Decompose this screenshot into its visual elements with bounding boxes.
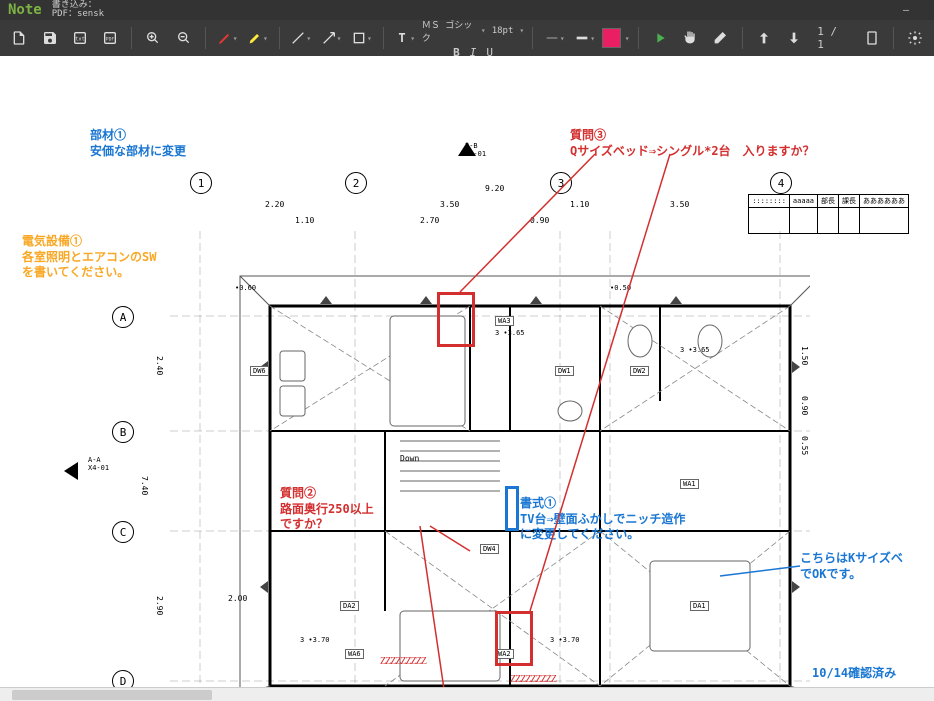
label-dw2: DW2 — [630, 366, 649, 376]
dim-seg-2: 3.50 — [440, 200, 459, 209]
save-button[interactable] — [36, 24, 62, 52]
zoom-in-button[interactable] — [140, 24, 166, 52]
eraser-button[interactable] — [707, 24, 733, 52]
label-365b: 3 •3.65 — [680, 346, 710, 354]
separator — [893, 27, 894, 49]
toolbar: txt PDF ▾ ▾ ▾ ▾ ▾ T▾ ＭＳ ゴシック▾ 18pt▾ B I … — [0, 20, 934, 56]
color-swatch[interactable] — [602, 28, 621, 48]
stamp-h5: ああああああ — [860, 195, 909, 208]
dim-sub-2: 2.70 — [420, 216, 439, 225]
page-indicator: 1 / 1 — [811, 25, 854, 51]
app-logo: Note — [8, 2, 42, 18]
axis-row-b: B — [112, 421, 134, 443]
anno-q3: 質問③ Qサイズベッド⇒シングル*2台 入りますか？ — [570, 128, 815, 159]
svg-text:txt: txt — [75, 37, 85, 43]
pen-red-button[interactable]: ▾ — [214, 24, 240, 52]
dim-total: 9.20 — [485, 184, 504, 193]
anno-denki: 電気設備① 各室照明とエアコンのSW を書いてください。 — [22, 234, 156, 281]
dim-left-b: 7.40 — [140, 476, 149, 495]
file-info: 書き込み： PDF：sensk — [52, 1, 886, 19]
stroke-thin-button[interactable]: ▾ — [541, 24, 567, 52]
minimize-button[interactable]: — — [886, 5, 926, 16]
label-da1: DA1 — [690, 601, 709, 611]
scribble-2: ZZZZZZZZZ — [510, 674, 556, 685]
hand-tool-button[interactable] — [677, 24, 703, 52]
dim-sub-1: 1.10 — [295, 216, 314, 225]
redbox-2 — [495, 611, 533, 666]
font-selector[interactable]: ＭＳ ゴシック▾ 18pt▾ B I U — [422, 18, 524, 59]
svg-text:T: T — [399, 31, 406, 45]
section-aa: A-AX4-01 — [88, 456, 109, 472]
stroke-thick-button[interactable]: ▾ — [571, 24, 597, 52]
label-dw4: DW4 — [480, 544, 499, 554]
section-bb: B-BX4-01 — [465, 142, 486, 158]
label-down: Down — [400, 454, 419, 463]
separator — [742, 27, 743, 49]
down-button[interactable] — [781, 24, 807, 52]
anno-confirm: 10/14確認済み — [812, 666, 896, 682]
floorplan-svg — [170, 231, 810, 701]
axis-col-4: 4 — [770, 172, 792, 194]
scrollbar-thumb[interactable] — [12, 690, 212, 700]
settings-button[interactable] — [902, 24, 928, 52]
svg-text:PDF: PDF — [106, 37, 115, 43]
separator — [205, 27, 206, 49]
label-370a: 3 •3.70 — [300, 636, 330, 644]
dim-sub-3: 0.90 — [530, 216, 549, 225]
separator — [383, 27, 384, 49]
label-050: •0.50 — [610, 284, 631, 292]
label-370b: 3 •3.70 — [550, 636, 580, 644]
label-365a: 3 •3.65 — [495, 329, 525, 337]
highlighter-button[interactable]: ▾ — [244, 24, 270, 52]
pdf-button[interactable]: PDF — [97, 24, 123, 52]
color-dropdown[interactable]: ▾ — [625, 34, 630, 43]
separator — [131, 27, 132, 49]
dim-seg-3: 1.10 — [570, 200, 589, 209]
label-060: •0.60 — [235, 284, 256, 292]
dim-left-c: 2.90 — [155, 596, 164, 615]
scribble-1: ZZZZZZZZZ — [380, 656, 426, 667]
label-wa3: WA3 — [495, 316, 514, 326]
bluebox-1 — [505, 486, 519, 531]
export-button[interactable]: txt — [67, 24, 93, 52]
text-tool-button[interactable]: T▾ — [392, 24, 418, 52]
axis-col-1: 1 — [190, 172, 212, 194]
axis-row-a: A — [112, 306, 134, 328]
stamp-h4: 課長 — [839, 195, 860, 208]
separator — [532, 27, 533, 49]
dim-seg-4: 3.50 — [670, 200, 689, 209]
horizontal-scrollbar[interactable] — [0, 687, 934, 701]
new-button[interactable] — [6, 24, 32, 52]
label-dw1: DW1 — [555, 366, 574, 376]
play-button[interactable] — [647, 24, 673, 52]
approval-stamp-table: :::::::: aaaaa 部長 課長 ああああああ — [748, 194, 909, 234]
dim-seg-1: 2.20 — [265, 200, 284, 209]
stamp-h1: :::::::: — [749, 195, 790, 208]
label-wa6: WA6 — [345, 649, 364, 659]
anno-buzai1: 部材① 安価な部材に変更 — [90, 128, 186, 159]
label-da2: DA2 — [340, 601, 359, 611]
line-tool-button[interactable]: ▾ — [288, 24, 314, 52]
label-wa1: WA1 — [680, 479, 699, 489]
canvas[interactable]: 1 2 3 4 A B C D 9.20 2.20 3.50 1.10 3.50… — [0, 56, 934, 701]
font-name[interactable]: ＭＳ ゴシック — [422, 18, 475, 44]
anno-ksize: こちらはKサイズベ でOKです。 — [800, 551, 903, 582]
stamp-h3: 部長 — [818, 195, 839, 208]
arrow-tool-button[interactable]: ▾ — [318, 24, 344, 52]
separator — [279, 27, 280, 49]
separator — [638, 27, 639, 49]
dim-left-a: 2.40 — [155, 356, 164, 375]
up-button[interactable] — [751, 24, 777, 52]
meta-line-1: 書き込み： — [52, 1, 886, 10]
font-size[interactable]: 18pt — [492, 26, 514, 36]
shape-tool-button[interactable]: ▾ — [348, 24, 374, 52]
axis-col-2: 2 — [345, 172, 367, 194]
axis-col-3: 3 — [550, 172, 572, 194]
zoom-out-button[interactable] — [171, 24, 197, 52]
label-dw6: DW6 — [250, 366, 269, 376]
axis-row-c: C — [112, 521, 134, 543]
stamp-h2: aaaaa — [789, 195, 817, 208]
redbox-1 — [437, 292, 475, 347]
page-view-button[interactable] — [858, 24, 884, 52]
